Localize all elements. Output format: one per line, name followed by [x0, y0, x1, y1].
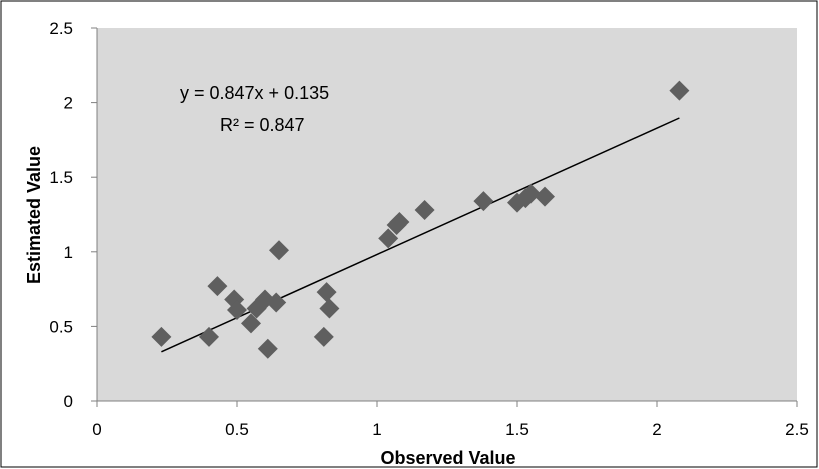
- data-point: [378, 228, 399, 249]
- x-tick-label: 1: [372, 420, 381, 439]
- data-point: [313, 326, 334, 347]
- r-squared-label: R² = 0.847: [220, 115, 305, 135]
- y-tick-label: 0.5: [49, 317, 73, 336]
- data-point: [227, 299, 247, 320]
- data-point: [266, 292, 287, 313]
- data-point: [414, 200, 435, 221]
- y-tick-label: 2: [64, 94, 73, 113]
- axes: [96, 28, 797, 402]
- y-tick-label: 1.5: [49, 168, 73, 187]
- data-point: [669, 80, 690, 101]
- data-point: [269, 240, 289, 261]
- y-tick-label: 2.5: [49, 19, 73, 38]
- trendline: [161, 117, 680, 353]
- data-point: [199, 326, 219, 347]
- y-axis-title: Estimated Value: [24, 146, 44, 284]
- data-points: [151, 80, 690, 359]
- x-axis-title: Observed Value: [380, 448, 515, 468]
- x-tick-label: 0: [92, 420, 101, 439]
- trendline-group: [161, 117, 680, 353]
- y-tick-label: 0: [64, 392, 73, 411]
- data-point: [535, 186, 555, 207]
- data-point: [207, 276, 228, 297]
- data-point: [473, 191, 494, 212]
- y-axis-ticks: 0 0.5 1 1.5 2 2.5: [49, 19, 97, 411]
- x-tick-label: 2.5: [785, 420, 809, 439]
- trendline-equation: y = 0.847x + 0.135: [180, 83, 329, 103]
- data-point: [241, 313, 261, 334]
- data-point: [389, 211, 410, 232]
- data-point: [316, 282, 337, 303]
- x-tick-label: 0.5: [225, 420, 249, 439]
- data-point: [521, 183, 541, 204]
- x-axis-ticks: 0 0.5 1 1.5 2 2.5: [92, 401, 809, 439]
- x-tick-label: 1.5: [505, 420, 529, 439]
- data-point: [151, 326, 172, 347]
- data-point: [257, 338, 278, 359]
- data-point: [319, 298, 340, 319]
- y-tick-label: 1: [64, 243, 73, 262]
- x-tick-label: 2: [652, 420, 661, 439]
